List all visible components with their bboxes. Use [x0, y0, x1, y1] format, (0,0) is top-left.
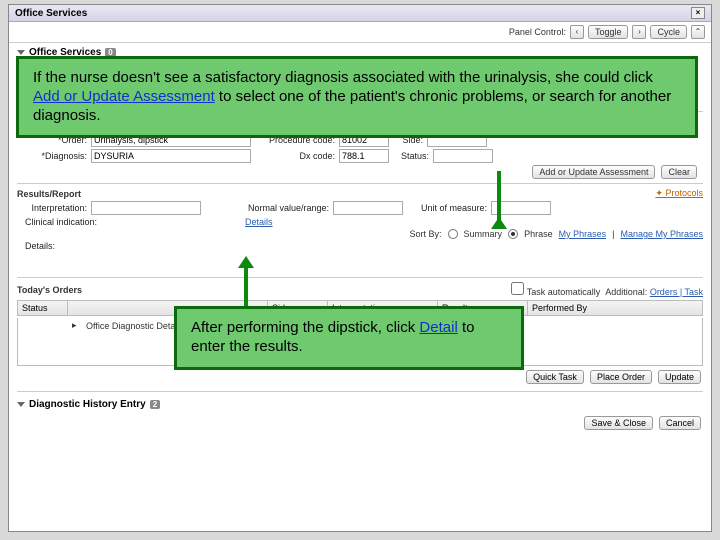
- results-header: Results/Report: [17, 189, 81, 199]
- details-link[interactable]: Details: [245, 217, 273, 227]
- window-title: Office Services: [15, 8, 87, 19]
- manage-phrases-link[interactable]: Manage My Phrases: [620, 229, 703, 239]
- normal-range-input[interactable]: [333, 201, 403, 215]
- status-input[interactable]: [433, 149, 493, 163]
- add-update-assessment-button[interactable]: Add or Update Assessment: [532, 165, 655, 179]
- annotation-arrow: [497, 171, 501, 227]
- toggle-button[interactable]: Toggle: [588, 25, 629, 39]
- my-phrases-link[interactable]: My Phrases: [559, 229, 607, 239]
- annotation-callout-1: If the nurse doesn't see a satisfactory …: [16, 56, 698, 138]
- title-bar: Office Services ×: [9, 5, 711, 22]
- sort-phrase-radio[interactable]: [508, 229, 518, 239]
- cycle-button[interactable]: Cycle: [650, 25, 687, 39]
- diagnostic-history-header: Diagnostic History Entry 2: [9, 395, 711, 412]
- orders-link[interactable]: Orders | Task: [650, 287, 703, 297]
- place-order-button[interactable]: Place Order: [590, 370, 652, 384]
- sort-summary-radio[interactable]: [448, 229, 458, 239]
- count-badge: 2: [150, 400, 160, 409]
- collapse-icon[interactable]: [17, 50, 25, 55]
- interpretation-input[interactable]: [91, 201, 201, 215]
- diagnosis-input[interactable]: [91, 149, 251, 163]
- panel-up-button[interactable]: ⌃: [691, 25, 705, 39]
- panel-control-bar: Panel Control: ‹ Toggle › Cycle ⌃: [9, 22, 711, 43]
- panel-control-label: Panel Control:: [509, 27, 566, 37]
- todays-orders-header: Today's Orders: [17, 285, 82, 295]
- clear-button[interactable]: Clear: [661, 165, 697, 179]
- dx-code-input[interactable]: [339, 149, 389, 163]
- task-auto-checkbox[interactable]: [511, 282, 524, 295]
- cancel-button[interactable]: Cancel: [659, 416, 701, 430]
- close-icon[interactable]: ×: [691, 7, 705, 19]
- annotation-callout-2: After performing the dipstick, click Det…: [174, 306, 524, 370]
- protocols-link[interactable]: ✦ Protocols: [655, 188, 703, 199]
- collapse-icon[interactable]: [17, 402, 25, 407]
- save-close-button[interactable]: Save & Close: [584, 416, 653, 430]
- panel-prev-button[interactable]: ‹: [570, 25, 584, 39]
- update-button[interactable]: Update: [658, 370, 701, 384]
- panel-next-button[interactable]: ›: [632, 25, 646, 39]
- quick-task-button[interactable]: Quick Task: [526, 370, 584, 384]
- annotation-arrow: [244, 266, 248, 308]
